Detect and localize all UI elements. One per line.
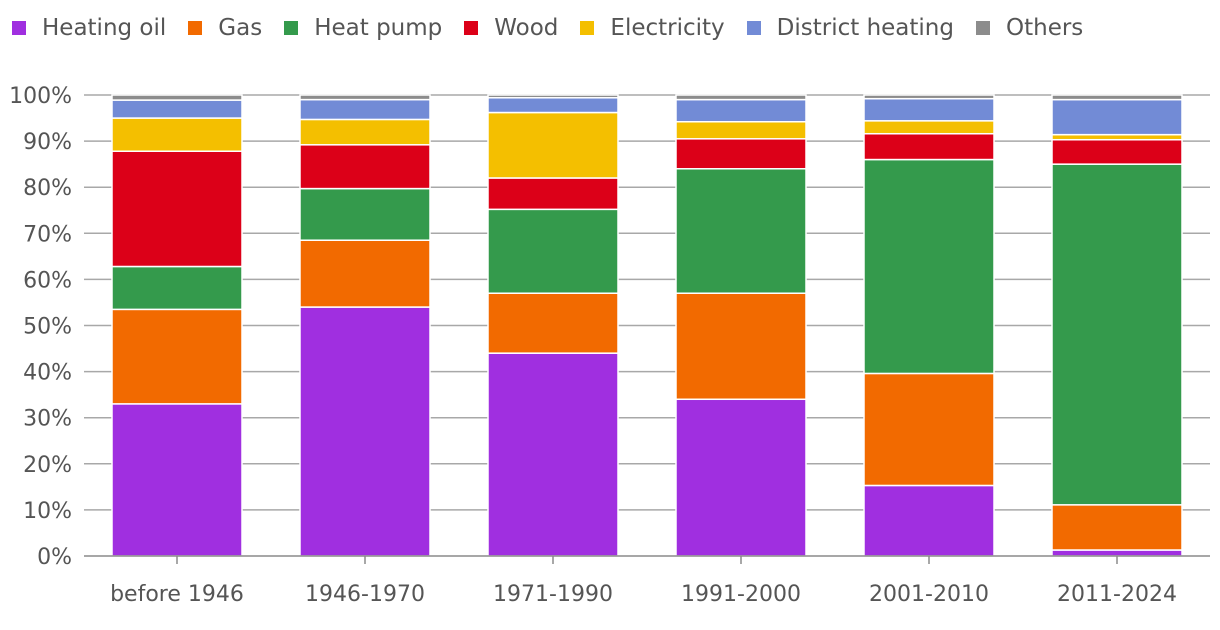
bar-segment-electricity (1051, 133, 1183, 141)
legend-swatch-heat-pump (284, 21, 299, 35)
bar-segment-heating-oil (487, 352, 619, 557)
bar-segment-heating-oil (863, 484, 995, 557)
bar-segment-heating-oil (675, 398, 807, 557)
bar-segment-gas (111, 308, 243, 405)
y-tick-label: 60% (23, 268, 72, 293)
legend-label-gas: Gas (218, 15, 263, 41)
bar-segment-heat-pump (1051, 163, 1183, 506)
bar-segment-electricity (675, 120, 807, 140)
bar-segment-heating-oil (299, 306, 431, 557)
bar-segment-heat-pump (299, 187, 431, 241)
bar-segment-wood (675, 138, 807, 170)
bar-segment-district-heating (299, 98, 431, 121)
bar-segment-electricity (863, 120, 995, 135)
x-tick-label: before 1946 (110, 582, 244, 607)
bar-segment-district-heating (863, 97, 995, 122)
legend-label-electricity: Electricity (610, 15, 725, 41)
bar-segment-heating-oil (1051, 549, 1183, 557)
legend-item-district-heating[interactable]: District heating (746, 15, 954, 41)
legend-swatch-others (976, 21, 990, 35)
x-tick-label: 2001-2010 (869, 582, 989, 607)
x-tick-label: 1991-2000 (681, 582, 801, 607)
y-tick-label: 70% (23, 222, 72, 247)
legend-item-others[interactable]: Others (976, 15, 1083, 41)
legend-label-others: Others (1006, 15, 1084, 41)
bar-segment-electricity (299, 118, 431, 146)
bar-segment-district-heating (675, 98, 807, 123)
legend-swatch-district-heating (746, 21, 761, 35)
bar-segment-gas (299, 239, 431, 308)
bar-segment-wood (863, 132, 995, 161)
legend-item-electricity[interactable]: Electricity (580, 15, 725, 41)
legend-label-heating-oil: Heating oil (42, 15, 167, 41)
y-tick-label: 80% (23, 176, 72, 201)
legend-label-wood: Wood (494, 15, 559, 41)
y-axis-ticks: 0% 10% 20% 30% 40% 50% 60% 70% 80% 90% 100% (9, 84, 72, 570)
gridlines (84, 94, 1210, 511)
x-axis: before 1946 1946-1970 1971-1990 1991-2000 20… (84, 555, 1210, 607)
legend-label-district-heating: District heating (776, 15, 954, 41)
x-tick-label: 1971-1990 (493, 582, 613, 607)
y-tick-label: 100% (9, 84, 72, 109)
legend-swatch-gas (188, 21, 203, 35)
bar-segment-district-heating (1051, 98, 1183, 136)
y-tick-label: 20% (23, 453, 72, 478)
bar-segment-gas (487, 292, 619, 354)
legend-item-heat-pump[interactable]: Heat pump (284, 15, 442, 41)
legend-item-gas[interactable]: Gas (188, 15, 262, 41)
bar-segment-heat-pump (863, 158, 995, 375)
y-tick-label: 50% (23, 315, 72, 340)
legend: Heating oil Gas Heat pump Wood Electrici… (0, 10, 1105, 46)
bar-segment-district-heating (487, 97, 619, 114)
bar-segment-electricity (111, 117, 243, 152)
bars (111, 94, 1183, 557)
bar-segment-wood (487, 177, 619, 211)
bar-segment-wood (111, 150, 243, 268)
bar-segment-others (1051, 94, 1183, 101)
y-tick-label: 0% (37, 545, 72, 570)
legend-swatch-wood (464, 21, 479, 35)
bar-segment-others (111, 94, 243, 101)
bar-segment-wood (1051, 138, 1183, 165)
x-tick-label: 1946-1970 (305, 582, 425, 607)
bar-segment-heat-pump (487, 208, 619, 294)
bar-segment-heat-pump (675, 168, 807, 294)
legend-swatch-heating-oil (12, 21, 26, 35)
bar-segment-others (863, 94, 995, 100)
bar-segment-gas (863, 372, 995, 487)
bar-segment-others (675, 94, 807, 101)
bar-segment-heating-oil (111, 403, 243, 557)
bar-segment-gas (675, 292, 807, 401)
bar-segment-others (299, 94, 431, 101)
y-tick-label: 30% (23, 407, 72, 432)
y-tick-label: 90% (23, 130, 72, 155)
x-tick-label: 2011-2024 (1057, 582, 1177, 607)
bar-segment-wood (299, 144, 431, 190)
bar-segment-others (487, 94, 619, 99)
legend-item-wood[interactable]: Wood (464, 15, 558, 41)
legend-swatch-electricity (580, 21, 595, 35)
bar-segment-district-heating (111, 99, 243, 119)
bar-segment-gas (1051, 504, 1183, 551)
bar-segment-electricity (487, 111, 619, 179)
legend-item-heating-oil[interactable]: Heating oil (0, 15, 166, 41)
y-tick-label: 10% (23, 499, 72, 524)
legend-label-heat-pump: Heat pump (314, 15, 443, 41)
bar-segment-heat-pump (111, 265, 243, 311)
y-tick-label: 40% (23, 361, 72, 386)
